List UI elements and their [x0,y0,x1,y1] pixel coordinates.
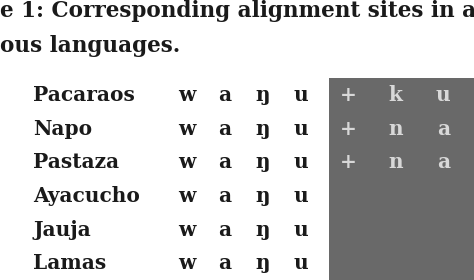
Text: n: n [389,152,403,172]
Text: +: + [340,119,357,139]
Text: a: a [219,186,232,206]
Bar [329,78,474,280]
Text: u: u [293,186,309,206]
Text: Pacaraos: Pacaraos [33,85,135,105]
Text: u: u [293,85,309,105]
Text: a: a [437,119,450,139]
Text: w: w [179,220,196,240]
Text: ous languages.: ous languages. [0,35,180,57]
Text: k: k [389,85,403,105]
Text: a: a [437,152,450,172]
Text: u: u [293,220,309,240]
Text: w: w [179,152,196,172]
Text: a: a [219,253,232,273]
Text: Lamas: Lamas [33,253,107,273]
Text: w: w [179,119,196,139]
Text: ŋ: ŋ [256,253,270,273]
Text: w: w [179,85,196,105]
Text: Napo: Napo [33,119,92,139]
Text: +: + [340,85,357,105]
Text: +: + [340,152,357,172]
Text: u: u [293,253,309,273]
Text: n: n [389,119,403,139]
Text: w: w [179,186,196,206]
Text: Ayacucho: Ayacucho [33,186,140,206]
Text: a: a [219,119,232,139]
Text: u: u [293,119,309,139]
Text: e 1: Corresponding alignment sites in a set of: e 1: Corresponding alignment sites in a … [0,0,474,22]
Text: ŋ: ŋ [256,186,270,206]
Text: a: a [219,85,232,105]
Text: Jauja: Jauja [33,220,91,240]
Text: ŋ: ŋ [256,119,270,139]
Text: ŋ: ŋ [256,85,270,105]
Text: Pastaza: Pastaza [33,152,119,172]
Text: ŋ: ŋ [256,220,270,240]
Text: u: u [436,85,451,105]
Text: ŋ: ŋ [256,152,270,172]
Text: w: w [179,253,196,273]
Text: u: u [293,152,309,172]
Text: a: a [219,152,232,172]
Text: a: a [219,220,232,240]
